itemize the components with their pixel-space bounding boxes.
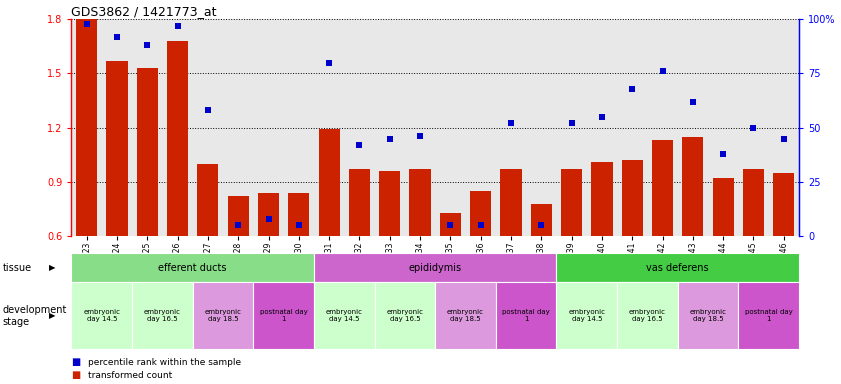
Bar [136,68,158,236]
Bar [410,169,431,236]
Text: embryonic
day 18.5: embryonic day 18.5 [204,310,241,322]
Point [474,222,488,228]
Point [140,42,154,48]
Bar [773,173,795,236]
Text: embryonic
day 16.5: embryonic day 16.5 [386,310,423,322]
Text: ▶: ▶ [49,311,56,320]
Bar [591,162,612,236]
Bar [349,169,370,236]
Text: epididymis: epididymis [409,263,462,273]
Text: embryonic
day 18.5: embryonic day 18.5 [447,310,484,322]
Bar [561,169,582,236]
Point [322,60,336,66]
Bar [258,193,279,236]
Point [231,222,245,228]
Bar [531,204,552,236]
Text: embryonic
day 14.5: embryonic day 14.5 [83,310,120,322]
Text: ▶: ▶ [49,263,56,272]
Point [656,68,669,74]
Text: embryonic
day 18.5: embryonic day 18.5 [690,310,727,322]
Bar [500,169,521,236]
Text: ■: ■ [71,370,81,380]
Text: embryonic
day 16.5: embryonic day 16.5 [144,310,181,322]
Bar [621,160,643,236]
Bar [76,19,98,236]
Text: postnatal day
1: postnatal day 1 [260,310,308,322]
Point [535,222,548,228]
Bar [743,169,764,236]
Text: embryonic
day 14.5: embryonic day 14.5 [325,310,362,322]
Bar [440,213,461,236]
Bar [167,41,188,236]
Point [171,23,184,29]
Bar [198,164,219,236]
Point [595,114,609,120]
Point [110,33,124,40]
Point [505,120,518,126]
Bar [470,191,491,236]
Bar [652,140,673,236]
Text: vas deferens: vas deferens [647,263,709,273]
Bar [712,178,734,236]
Bar [682,137,703,236]
Bar [228,196,249,236]
Text: efferent ducts: efferent ducts [158,263,227,273]
Point [383,136,396,142]
Point [201,107,214,113]
Point [262,216,275,222]
Text: ■: ■ [71,357,81,367]
Text: development
stage: development stage [3,305,67,327]
Point [352,142,366,148]
Text: transformed count: transformed count [88,371,172,380]
Point [626,86,639,92]
Point [80,20,93,26]
Point [686,99,700,105]
Text: postnatal day
1: postnatal day 1 [502,310,550,322]
Point [565,120,579,126]
Point [444,222,458,228]
Point [717,151,730,157]
Text: embryonic
day 16.5: embryonic day 16.5 [629,310,666,322]
Text: percentile rank within the sample: percentile rank within the sample [88,358,241,367]
Text: postnatal day
1: postnatal day 1 [745,310,792,322]
Text: embryonic
day 14.5: embryonic day 14.5 [569,310,606,322]
Point [292,222,305,228]
Point [747,124,760,131]
Text: tissue: tissue [3,263,32,273]
Bar [379,171,400,236]
Text: GDS3862 / 1421773_at: GDS3862 / 1421773_at [71,5,217,18]
Point [777,136,791,142]
Point [413,133,426,139]
Bar [319,129,340,236]
Bar [288,193,309,236]
Bar [106,61,128,236]
